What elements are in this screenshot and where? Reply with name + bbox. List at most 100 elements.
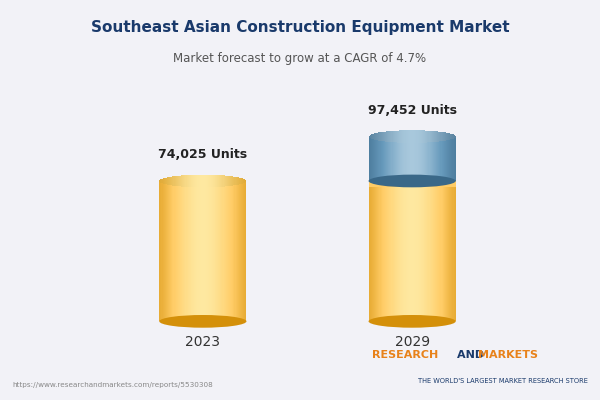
Bar <box>426 175 427 187</box>
Bar <box>442 181 443 321</box>
Bar <box>445 136 446 181</box>
Bar <box>181 176 182 186</box>
Bar <box>374 178 375 184</box>
Bar <box>419 130 420 143</box>
Bar <box>376 136 377 181</box>
Bar <box>399 181 400 321</box>
Bar <box>195 175 196 187</box>
Bar <box>411 136 412 181</box>
Bar <box>454 135 455 138</box>
Bar <box>395 181 396 321</box>
Text: MARKETS: MARKETS <box>478 350 538 360</box>
Bar <box>407 136 408 181</box>
Bar <box>371 179 372 183</box>
Bar <box>203 181 204 321</box>
Bar <box>370 136 371 181</box>
Bar <box>165 178 166 184</box>
Bar <box>424 136 425 181</box>
Bar <box>401 181 403 321</box>
Bar <box>385 132 386 142</box>
Bar <box>424 175 425 187</box>
Bar <box>422 136 423 181</box>
Bar <box>228 181 229 321</box>
Bar <box>185 181 187 321</box>
Bar <box>207 175 208 187</box>
Bar <box>447 177 448 185</box>
Bar <box>410 130 411 143</box>
Bar <box>404 136 406 181</box>
Bar <box>422 130 423 143</box>
Bar <box>409 136 410 181</box>
Bar <box>438 176 439 186</box>
Bar <box>204 181 205 321</box>
Bar <box>194 181 195 321</box>
Bar <box>451 181 452 321</box>
Bar <box>452 136 454 181</box>
Bar <box>196 175 197 187</box>
Bar <box>421 136 422 181</box>
Bar <box>215 181 216 321</box>
Bar <box>377 133 379 140</box>
Bar <box>211 181 212 321</box>
Bar <box>372 136 373 181</box>
Bar <box>438 181 439 321</box>
Bar <box>382 132 383 141</box>
Bar <box>407 130 408 143</box>
Bar <box>236 181 238 321</box>
Bar <box>433 176 434 186</box>
Bar <box>418 130 419 143</box>
Bar <box>396 131 397 142</box>
Bar <box>194 175 195 187</box>
Bar <box>413 136 415 181</box>
Bar <box>373 181 374 321</box>
Bar <box>436 131 437 142</box>
Bar <box>372 134 373 139</box>
Bar <box>398 181 399 321</box>
Bar <box>450 136 451 181</box>
Bar <box>416 175 418 187</box>
Bar <box>206 181 207 321</box>
Bar <box>426 181 427 321</box>
Bar <box>400 136 401 181</box>
Bar <box>395 136 396 181</box>
Bar <box>164 178 165 184</box>
Bar <box>428 181 430 321</box>
Bar <box>394 181 395 321</box>
Bar <box>209 181 211 321</box>
Bar <box>375 181 376 321</box>
Bar <box>368 181 370 321</box>
Bar <box>182 181 183 321</box>
Bar <box>189 175 190 187</box>
Bar <box>226 181 227 321</box>
Bar <box>190 181 191 321</box>
Bar <box>443 181 444 321</box>
Bar <box>376 133 377 140</box>
Bar <box>398 175 399 187</box>
Bar <box>410 136 411 181</box>
Bar <box>443 176 444 186</box>
Bar <box>392 181 394 321</box>
Bar <box>426 136 427 181</box>
Text: 2023: 2023 <box>185 335 220 349</box>
Bar <box>377 181 379 321</box>
Bar <box>372 178 373 184</box>
Bar <box>454 179 455 183</box>
Bar <box>430 136 431 181</box>
Bar <box>374 136 375 181</box>
Bar <box>176 181 177 321</box>
Bar <box>454 181 455 321</box>
Text: 2029: 2029 <box>395 335 430 349</box>
Bar <box>399 136 400 181</box>
Bar <box>416 181 418 321</box>
Bar <box>164 181 165 321</box>
Bar <box>216 175 217 187</box>
Bar <box>243 181 244 321</box>
Bar <box>432 175 433 187</box>
Bar <box>449 178 450 184</box>
Bar <box>422 175 423 187</box>
Bar <box>226 176 227 186</box>
Bar <box>199 181 200 321</box>
Bar <box>400 175 401 187</box>
Bar <box>423 130 424 143</box>
Bar <box>446 177 447 185</box>
